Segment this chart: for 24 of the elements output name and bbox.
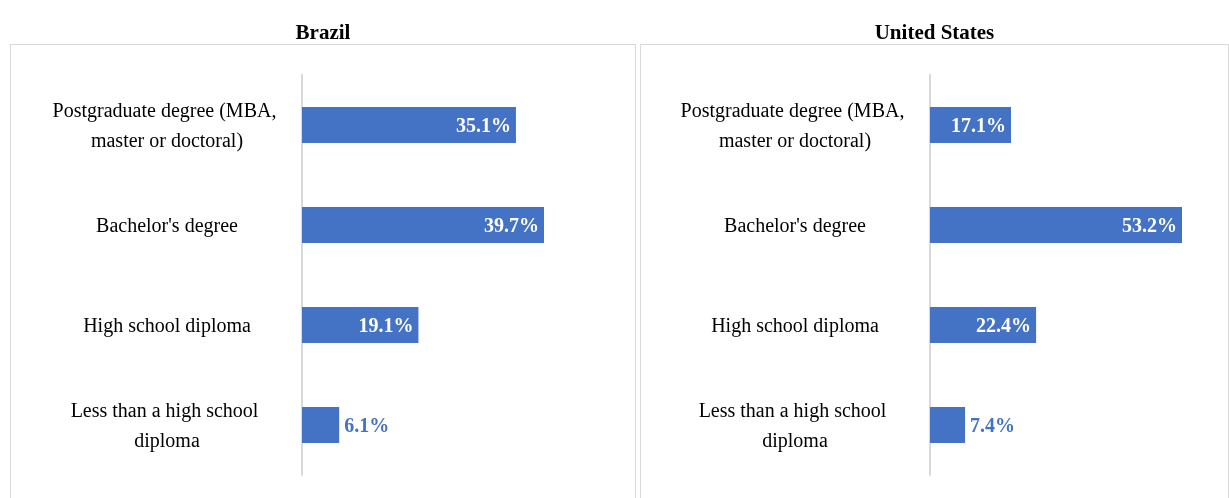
bar: [302, 207, 544, 243]
data-label: 39.7%: [484, 214, 539, 236]
bar: [930, 207, 1182, 243]
data-label: 7.4%: [970, 414, 1016, 436]
y-tick-label: Bachelor's degree: [96, 214, 239, 237]
data-label: 22.4%: [976, 314, 1032, 336]
data-label: 35.1%: [455, 114, 511, 136]
y-tick-label: High school diploma: [83, 314, 251, 337]
y-tick-label: Bachelor's degree: [724, 214, 867, 237]
y-tick-label: Postgraduate degree (MBA, master or doctoral): [52, 99, 282, 152]
chart-title: Brazil: [295, 19, 351, 44]
data-label: 53.2%: [1122, 214, 1177, 236]
bar: [302, 407, 340, 443]
bar: [302, 107, 516, 143]
data-label: 6.1%: [344, 414, 390, 436]
y-tick-label: High school diploma: [711, 314, 879, 337]
data-label: 17.1%: [951, 114, 1006, 136]
bar: [930, 407, 966, 443]
y-tick-label: Less than a high school diploma: [698, 399, 892, 452]
data-label: 19.1%: [358, 314, 414, 336]
bar: [302, 307, 419, 343]
y-tick-label: Less than a high school diploma: [70, 399, 264, 452]
y-tick-label: Postgraduate degree (MBA, master or doctoral): [680, 99, 910, 152]
chart-title: United States: [874, 19, 995, 44]
